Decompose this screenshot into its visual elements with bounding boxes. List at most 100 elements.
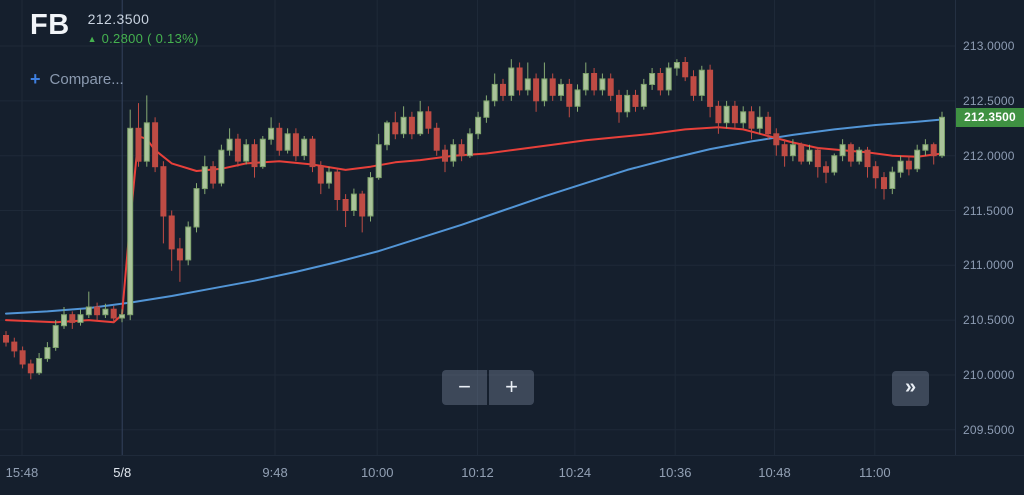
time-tick-label: 11:00 — [858, 465, 891, 480]
candle-up — [939, 116, 945, 157]
candle-up — [599, 78, 606, 91]
slow-moving-average-line — [5, 118, 943, 315]
time-tick-label: 10:12 — [461, 465, 494, 480]
zoom-in-button[interactable]: + — [489, 370, 534, 405]
candle-down — [765, 116, 772, 135]
candle-up — [914, 149, 921, 170]
price-tick-label: 210.5000 — [963, 313, 1015, 328]
time-tick-label: 10:48 — [758, 465, 791, 480]
candle-down — [682, 62, 689, 78]
candle-up — [52, 325, 59, 349]
candle-down — [905, 160, 912, 170]
candle-up — [119, 314, 125, 319]
candle-down — [110, 308, 117, 319]
candle-down — [168, 215, 175, 250]
candle-down — [500, 83, 506, 96]
candle-up — [491, 83, 498, 102]
candle-up — [243, 144, 250, 162]
candle-up — [367, 177, 374, 217]
candle-down — [292, 133, 299, 157]
candle-down — [458, 144, 465, 157]
price-tick-label: 212.0000 — [963, 148, 1015, 163]
candle-down — [715, 105, 722, 124]
candle-up — [508, 67, 515, 96]
candle-down — [152, 122, 159, 168]
candle-down — [707, 69, 714, 107]
compare-button[interactable]: + Compare... — [30, 70, 199, 88]
time-tick-label: 5/8 — [113, 465, 132, 480]
candle-up — [582, 73, 589, 91]
candle-down — [442, 149, 448, 162]
time-tick-label: 9:48 — [262, 465, 288, 480]
candle-up — [466, 133, 473, 157]
candle-down — [748, 111, 755, 129]
candle-up — [475, 116, 482, 135]
candle-down — [342, 199, 349, 211]
candle-up — [384, 122, 390, 146]
zoom-controls: − + — [442, 370, 534, 405]
plus-icon: + — [30, 69, 41, 89]
candle-up — [673, 62, 680, 69]
candle-down — [798, 144, 805, 162]
candle-up — [740, 111, 747, 124]
candle-down — [11, 341, 18, 352]
price-tick-label: 210.0000 — [963, 367, 1015, 382]
candle-down — [731, 105, 738, 124]
candle-up — [218, 149, 225, 184]
quote-block: 212.3500 ▲ 0.2800 ( 0.13%) — [88, 10, 199, 46]
candle-up — [856, 149, 863, 162]
candle-up — [201, 166, 208, 190]
time-tick-label: 10:00 — [360, 465, 394, 480]
candle-down — [864, 149, 871, 168]
candle-down — [549, 78, 556, 96]
ticker-symbol: FB — [30, 9, 70, 41]
candle-down — [27, 363, 34, 374]
candle-up — [897, 160, 904, 173]
symbol-row: FB 212.3500 ▲ 0.2800 ( 0.13%) — [30, 9, 199, 46]
candle-up — [77, 314, 84, 323]
price-tick-label: 213.0000 — [963, 39, 1015, 54]
candle-up — [85, 306, 92, 316]
candle-down — [566, 83, 573, 107]
candle-up — [665, 67, 672, 91]
candle-up — [61, 314, 67, 327]
candle-up — [450, 144, 457, 162]
chart-header: FB 212.3500 ▲ 0.2800 ( 0.13%) + Compare.… — [30, 9, 199, 88]
candlestick-chart[interactable] — [0, 0, 955, 455]
candle-up — [268, 127, 275, 140]
candle-down — [19, 350, 26, 365]
candle-down — [317, 166, 324, 184]
candle-up — [350, 193, 357, 212]
zoom-out-button[interactable]: − — [442, 370, 487, 405]
time-tick-label: 10:36 — [658, 465, 692, 480]
candle-down — [210, 166, 217, 184]
time-axis[interactable]: 15:48 5/8 9:48 10:00 10:12 10:24 10:36 10:48 11:… — [0, 455, 1024, 495]
candle-up — [524, 78, 531, 91]
candle-up — [400, 116, 407, 135]
price-tick-label: 212.5000 — [963, 93, 1015, 108]
candle-down — [359, 193, 366, 217]
candle-up — [806, 149, 813, 162]
candle-down — [309, 138, 316, 168]
candle-down — [516, 67, 523, 91]
price-change: 0.2800 ( 0.13%) — [101, 31, 199, 46]
candle-up — [102, 308, 109, 316]
collapse-panel-button[interactable]: » — [892, 371, 929, 406]
candle-up — [922, 144, 929, 151]
candle-up — [831, 155, 838, 173]
candle-down — [433, 127, 440, 151]
candle-down — [773, 133, 780, 146]
candle-up — [723, 105, 730, 124]
candle-up — [558, 83, 564, 96]
candle-up — [226, 138, 233, 151]
candle-down — [69, 314, 76, 323]
candle-down — [408, 116, 415, 135]
candle-down — [872, 166, 879, 179]
candle-up — [193, 188, 200, 228]
candle-up — [301, 138, 308, 157]
candle-down — [135, 127, 142, 162]
candle-down — [607, 78, 614, 96]
candle-up — [36, 358, 43, 374]
candle-down — [632, 94, 639, 107]
price-axis[interactable]: 213.0000 212.5000 212.0000 211.5000 211.0000… — [955, 0, 1024, 455]
